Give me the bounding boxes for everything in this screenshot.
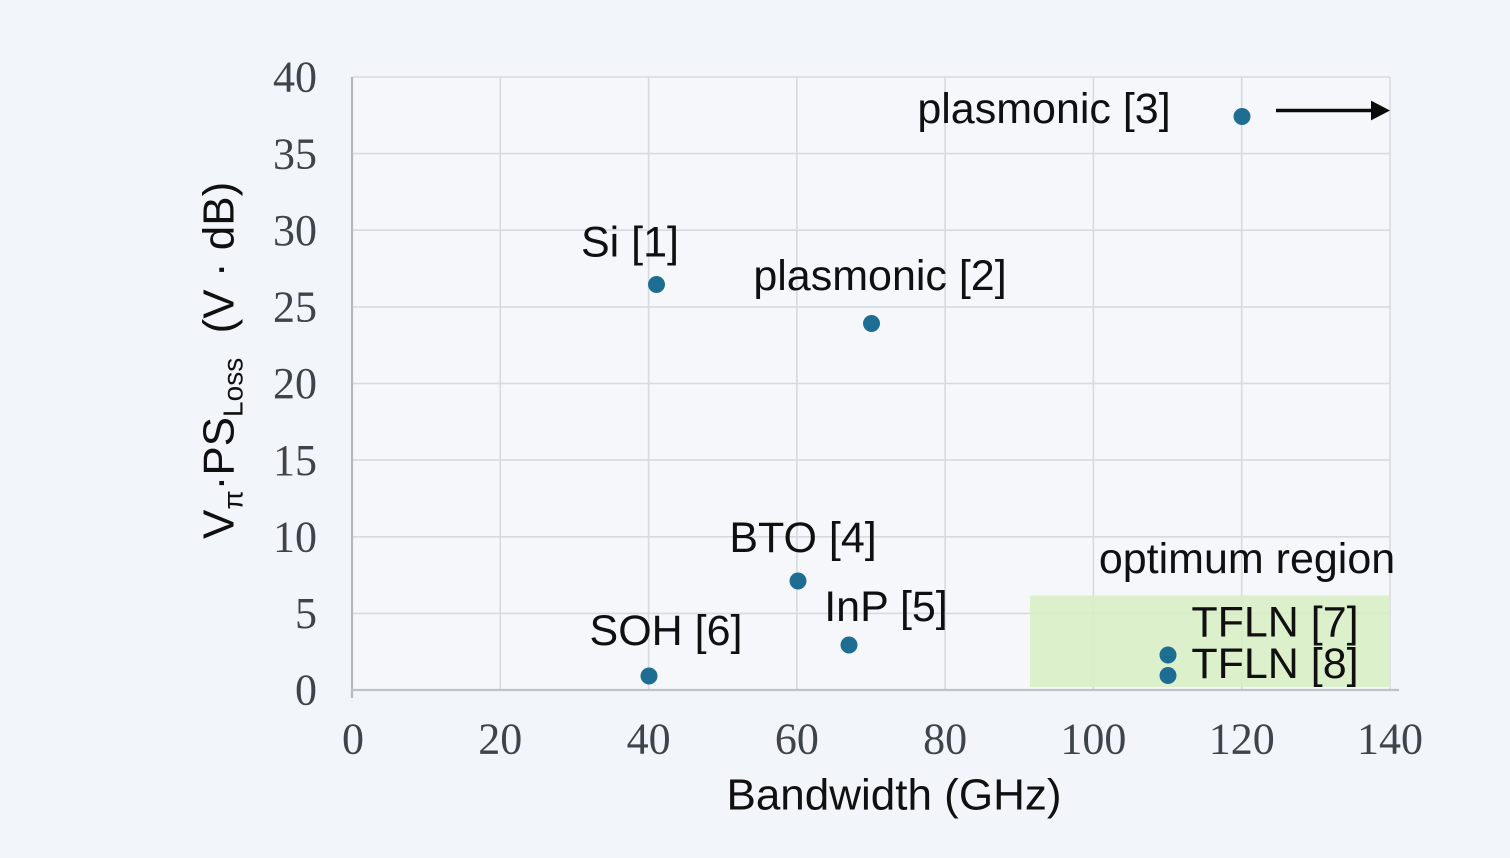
svg-text:TFLN [8]: TFLN [8] [1191,640,1358,688]
svg-text:Bandwidth (GHz): Bandwidth (GHz) [726,771,1061,820]
svg-text:5: 5 [295,589,317,638]
svg-text:140: 140 [1357,715,1423,764]
svg-text:optimum region: optimum region [1099,535,1395,583]
svg-text:100: 100 [1060,715,1126,764]
svg-text:Si [1]: Si [1] [581,219,679,267]
svg-text:TFLN [7]: TFLN [7] [1191,599,1358,647]
svg-text:BTO [4]: BTO [4] [729,514,876,562]
svg-text:InP [5]: InP [5] [824,583,948,631]
svg-text:15: 15 [273,436,317,485]
svg-text:80: 80 [923,715,967,764]
svg-text:0: 0 [295,666,317,715]
svg-text:40: 40 [273,53,317,102]
svg-text:120: 120 [1209,715,1275,764]
svg-text:25: 25 [273,283,317,332]
svg-text:20: 20 [478,715,522,764]
svg-text:20: 20 [273,359,317,408]
svg-text:35: 35 [273,129,317,178]
svg-text:Vπ·PSLoss (V · dB): Vπ·PSLoss (V · dB) [195,182,249,539]
svg-text:60: 60 [775,715,819,764]
svg-text:40: 40 [627,715,671,764]
svg-text:10: 10 [273,513,317,562]
svg-text:plasmonic [2]: plasmonic [2] [753,252,1006,300]
svg-text:30: 30 [273,206,317,255]
svg-text:0: 0 [342,715,364,764]
svg-text:SOH [6]: SOH [6] [590,607,743,655]
svg-text:plasmonic [3]: plasmonic [3] [917,85,1170,133]
